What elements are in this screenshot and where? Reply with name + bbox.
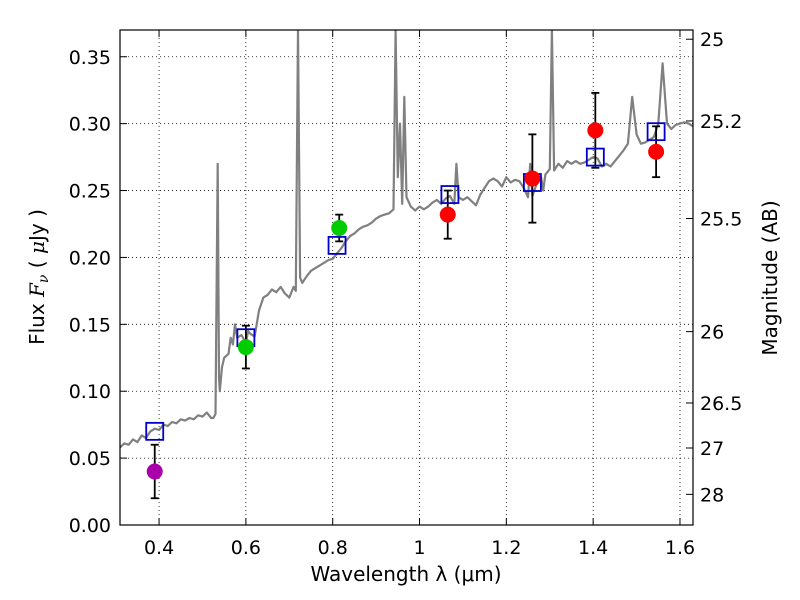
x-axis-label: Wavelength λ (μm) — [310, 562, 501, 586]
x-tick-label: 1.6 — [665, 537, 695, 559]
model-photometry-box — [585, 147, 605, 167]
observed-point — [146, 463, 163, 480]
x-tick-label: 0.6 — [231, 537, 261, 559]
model-photometry-box — [145, 421, 165, 441]
y-tick-label: 0.25 — [69, 181, 111, 203]
y2-axis-label: Magnitude (AB) — [758, 200, 782, 355]
plot-area — [120, 30, 693, 449]
model-photometry-box — [440, 185, 460, 204]
x-tick-label: 1.4 — [578, 537, 608, 559]
y-axis-label-open: ( — [25, 254, 49, 275]
y-axis-label-unit: Jy ) — [25, 209, 49, 243]
y2-tick-label: 28 — [700, 484, 724, 506]
y2-tick-label: 26.5 — [700, 393, 742, 415]
y2-tick-label: 25 — [700, 29, 724, 51]
y2-tick-label: 26 — [700, 322, 724, 344]
x-tick-label: 0.4 — [144, 537, 174, 559]
y2-tick-label: 25.2 — [700, 111, 742, 133]
observed-point — [331, 220, 348, 236]
model-photometry-box — [646, 122, 666, 142]
y-tick-label: 0.35 — [69, 47, 111, 69]
model-photometry-box — [327, 235, 347, 255]
x-tick-label: 1 — [413, 537, 425, 559]
y-tick-label: 0.30 — [69, 114, 111, 136]
observed-point — [524, 170, 541, 187]
observed-point — [648, 143, 665, 160]
observed-point — [587, 122, 604, 139]
y2-tick-label: 27 — [700, 438, 724, 460]
y-tick-label: 0.10 — [69, 381, 111, 403]
observed-photometry-points — [146, 122, 665, 480]
grid-lines — [120, 30, 693, 526]
y-tick-label: 0.20 — [69, 247, 111, 269]
observed-point — [439, 206, 456, 223]
x-tick-label: 0.8 — [318, 537, 348, 559]
model-spectrum-line — [120, 30, 693, 449]
y-tick-label: 0.05 — [69, 448, 111, 470]
y2-tick-label: 25.5 — [700, 209, 742, 231]
y-tick-label: 0.00 — [69, 515, 111, 537]
plot-frame — [119, 29, 694, 526]
observed-point — [237, 339, 254, 356]
axis-ticks: 0.4 0.6 0.8 1 1.2 1.4 1.6 0.00 0.05 0.10 0.15 0.20 0… — [69, 29, 743, 559]
x-tick-label: 1.2 — [491, 537, 521, 559]
y-axis-label-flux: Flux — [25, 297, 49, 345]
y-axis-label: Flux Fν ( μJy ) — [25, 209, 52, 345]
y-tick-label: 0.15 — [69, 314, 111, 336]
y-axis-label-mu: μ — [25, 241, 49, 254]
y-axis-label-f: F — [25, 282, 49, 298]
y-axis-label-nu: ν — [36, 274, 52, 283]
